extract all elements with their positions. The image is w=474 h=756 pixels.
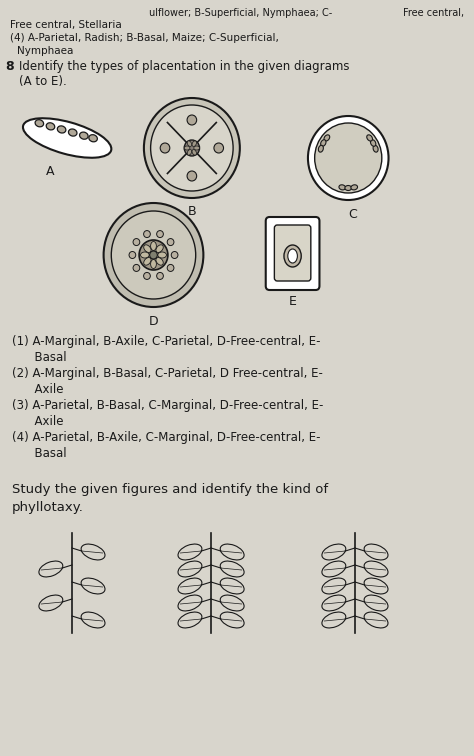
Ellipse shape	[339, 184, 346, 190]
Circle shape	[171, 252, 178, 259]
Ellipse shape	[187, 141, 191, 147]
Ellipse shape	[184, 146, 190, 150]
Ellipse shape	[158, 252, 166, 258]
Text: Study the given figures and identify the kind of: Study the given figures and identify the…	[11, 483, 328, 496]
Ellipse shape	[194, 146, 200, 150]
Circle shape	[187, 171, 197, 181]
Circle shape	[133, 239, 140, 246]
Ellipse shape	[46, 122, 55, 130]
Ellipse shape	[80, 132, 88, 139]
Text: phyllotaxy.: phyllotaxy.	[11, 501, 83, 514]
Ellipse shape	[187, 150, 191, 155]
FancyBboxPatch shape	[266, 217, 319, 290]
Text: Axile: Axile	[11, 383, 63, 396]
Ellipse shape	[144, 245, 151, 253]
Text: Free central, Stellaria: Free central, Stellaria	[9, 20, 121, 30]
Circle shape	[187, 115, 197, 125]
Ellipse shape	[367, 135, 373, 141]
Ellipse shape	[324, 135, 330, 141]
Ellipse shape	[141, 252, 149, 258]
Circle shape	[214, 143, 224, 153]
Ellipse shape	[23, 118, 111, 158]
Circle shape	[150, 251, 157, 259]
Ellipse shape	[151, 259, 156, 268]
Text: (1) A-Marginal, B-Axile, C-Parietal, D-Free-central, E-: (1) A-Marginal, B-Axile, C-Parietal, D-F…	[11, 335, 320, 348]
Circle shape	[144, 98, 240, 198]
Circle shape	[144, 231, 150, 237]
Text: (4) A-Parietal, Radish; B-Basal, Maize; C-Superficial,: (4) A-Parietal, Radish; B-Basal, Maize; …	[9, 33, 278, 43]
Ellipse shape	[144, 258, 151, 265]
Circle shape	[315, 123, 382, 193]
Text: Basal: Basal	[11, 447, 66, 460]
Circle shape	[157, 231, 164, 237]
Ellipse shape	[319, 145, 323, 152]
Circle shape	[129, 252, 136, 259]
Text: (2) A-Marginal, B-Basal, C-Parietal, D Free-central, E-: (2) A-Marginal, B-Basal, C-Parietal, D F…	[11, 367, 322, 380]
Text: Nymphaea: Nymphaea	[17, 46, 73, 56]
Circle shape	[139, 240, 168, 270]
Ellipse shape	[151, 241, 156, 250]
Text: ulflower; B-Superficial, Nymphaea; C-: ulflower; B-Superficial, Nymphaea; C-	[149, 8, 332, 18]
Text: A: A	[46, 165, 54, 178]
Ellipse shape	[68, 129, 77, 136]
Ellipse shape	[320, 140, 326, 146]
Circle shape	[157, 272, 164, 280]
Ellipse shape	[192, 141, 196, 147]
Ellipse shape	[371, 140, 376, 146]
Ellipse shape	[288, 249, 297, 263]
Ellipse shape	[192, 150, 196, 155]
Circle shape	[104, 203, 203, 307]
Circle shape	[167, 239, 174, 246]
Ellipse shape	[156, 245, 163, 253]
Circle shape	[151, 105, 233, 191]
Text: Free central,: Free central,	[403, 8, 464, 18]
Ellipse shape	[57, 125, 66, 133]
Ellipse shape	[345, 185, 352, 191]
Ellipse shape	[284, 245, 301, 267]
Circle shape	[133, 265, 140, 271]
Text: (4) A-Parietal, B-Axile, C-Marginal, D-Free-central, E-: (4) A-Parietal, B-Axile, C-Marginal, D-F…	[11, 431, 320, 444]
Circle shape	[167, 265, 174, 271]
Circle shape	[308, 116, 389, 200]
Circle shape	[184, 140, 200, 156]
Text: E: E	[289, 295, 297, 308]
Text: D: D	[149, 315, 158, 328]
Text: B: B	[188, 205, 196, 218]
Text: (A to E).: (A to E).	[19, 75, 67, 88]
Ellipse shape	[156, 258, 163, 265]
Circle shape	[144, 272, 150, 280]
Ellipse shape	[89, 135, 97, 142]
Circle shape	[111, 211, 196, 299]
Ellipse shape	[373, 145, 378, 152]
Text: Basal: Basal	[11, 351, 66, 364]
Text: (3) A-Parietal, B-Basal, C-Marginal, D-Free-central, E-: (3) A-Parietal, B-Basal, C-Marginal, D-F…	[11, 399, 323, 412]
Text: Identify the types of placentation in the given diagrams: Identify the types of placentation in th…	[19, 60, 350, 73]
FancyBboxPatch shape	[274, 225, 311, 281]
Text: 8: 8	[5, 60, 13, 73]
Text: C: C	[349, 208, 357, 221]
Text: Axile: Axile	[11, 415, 63, 428]
Circle shape	[160, 143, 170, 153]
Ellipse shape	[35, 119, 44, 127]
Ellipse shape	[351, 184, 357, 190]
